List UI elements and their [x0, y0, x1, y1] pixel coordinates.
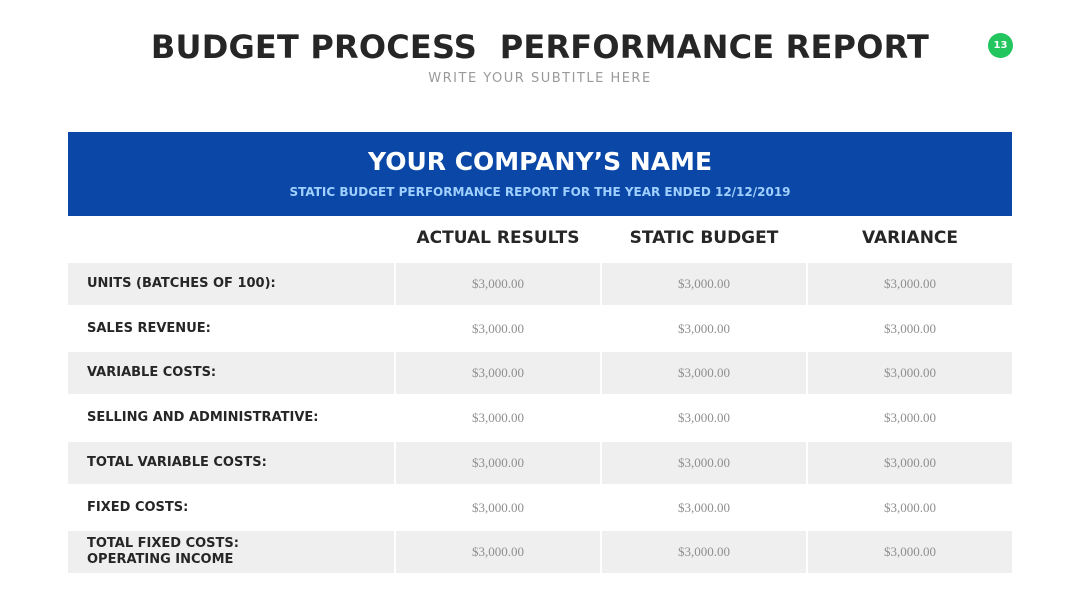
value-cell: $3,000.00 [602, 352, 806, 395]
value-cell: $3,000.00 [678, 320, 730, 336]
row-label: TOTAL VARIABLE COSTS: [68, 441, 394, 484]
page-number: 13 [988, 33, 1013, 58]
value-cell: $3,000.00 [678, 410, 730, 426]
value-cell: $3,000.00 [396, 531, 600, 574]
value-cell: $3,000.00 [884, 410, 936, 426]
column-header: VARIANCE [861, 228, 959, 248]
column-header: ACTUAL RESULTS [416, 228, 580, 248]
value-cell: $3,000.00 [396, 441, 600, 484]
value-cell: $3,000.00 [884, 499, 936, 515]
table-caption: STATIC BUDGET PERFORMANCE REPORT FOR THE… [289, 185, 791, 199]
value-cell: $3,000.00 [472, 410, 524, 426]
column-header: STATIC BUDGET [629, 228, 779, 248]
value-cell: $3,000.00 [602, 263, 806, 305]
table-banner: YOUR COMPANY’S NAME STATIC BUDGET PERFOR… [68, 132, 1012, 216]
value-cell: $3,000.00 [808, 263, 1012, 305]
value-cell: $3,000.00 [472, 320, 524, 336]
row-label: VARIABLE COSTS: [68, 352, 394, 395]
row-label: TOTAL FIXED COSTS: OPERATING INCOME [68, 531, 394, 574]
company-name: YOUR COMPANY’S NAME [367, 147, 713, 176]
value-cell: $3,000.00 [396, 352, 600, 395]
row-label: SELLING AND ADMINISTRATIVE: [87, 410, 319, 426]
row-label: SALES REVENUE: [87, 320, 211, 336]
row-label: FIXED COSTS: [87, 499, 189, 515]
value-cell: $3,000.00 [472, 499, 524, 515]
value-cell: $3,000.00 [808, 531, 1012, 574]
subtitle: WRITE YOUR SUBTITLE HERE [428, 71, 652, 86]
value-cell: $3,000.00 [678, 499, 730, 515]
title: BUDGET PROCESS PERFORMANCE REPORT [150, 28, 930, 66]
value-cell: $3,000.00 [808, 352, 1012, 395]
row-label: UNITS (BATCHES OF 100): [68, 263, 394, 305]
value-cell: $3,000.00 [602, 441, 806, 484]
value-cell: $3,000.00 [884, 320, 936, 336]
value-cell: $3,000.00 [396, 263, 600, 305]
value-cell: $3,000.00 [602, 531, 806, 574]
value-cell: $3,000.00 [808, 441, 1012, 484]
